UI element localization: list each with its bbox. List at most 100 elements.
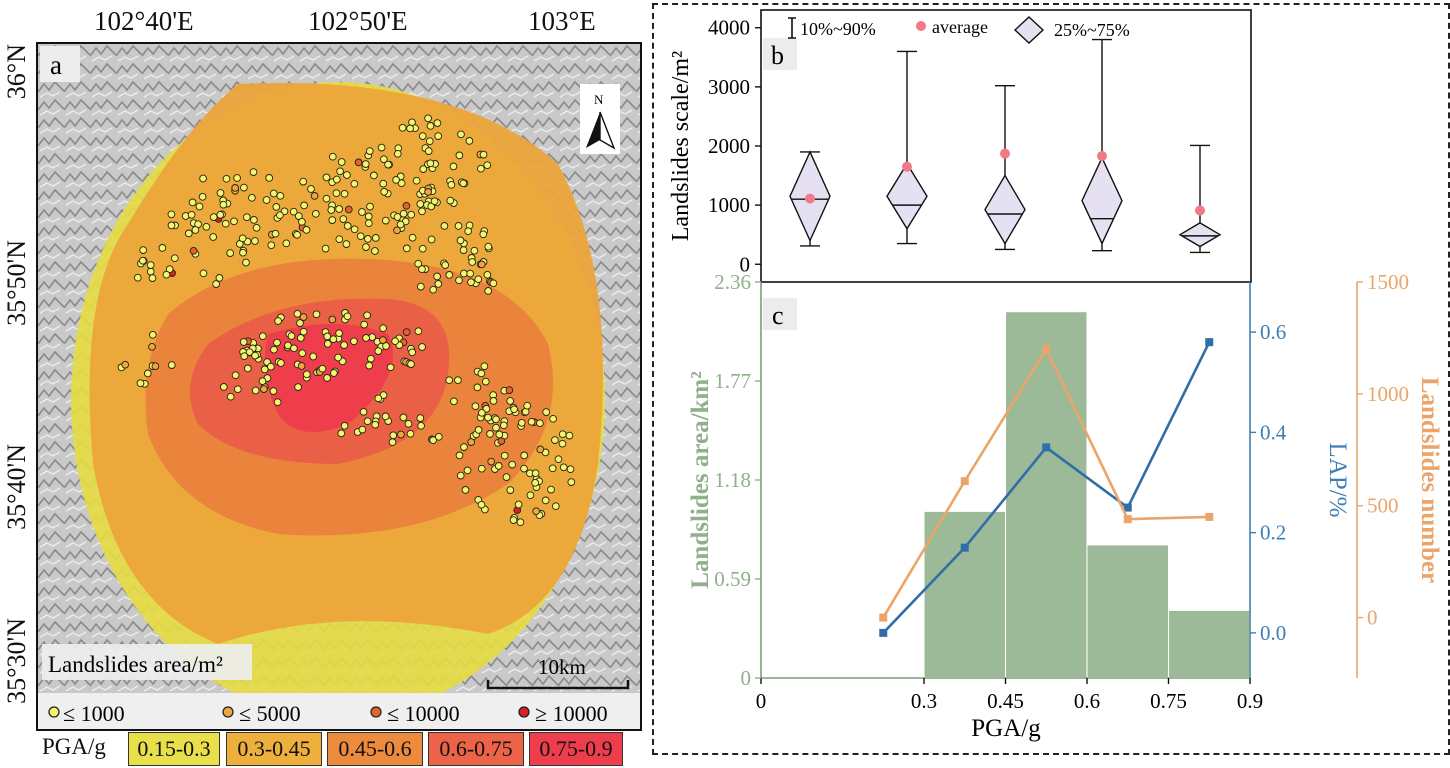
landslide-point [328,152,337,161]
landslide-point [287,332,296,340]
iqr-diamond [1178,222,1222,248]
area-legend-title: Landslides area/m² [48,652,223,677]
landslide-point [350,179,359,188]
landslide-point [477,464,486,473]
mean-dot [902,161,912,172]
landslide-point [362,334,370,342]
landslide-point [289,207,298,216]
landslide-point [167,361,176,369]
boxplot-marks [789,38,1222,254]
landslide-point [463,466,472,475]
landslide-point [191,226,200,234]
landslide-point [541,496,550,505]
landslide-point [242,213,251,222]
landslide-point [322,173,331,182]
area-tick-label: 0.59 [714,567,751,591]
landslide-point [460,269,468,278]
landslide-point [143,369,152,378]
landslide-point [296,334,305,342]
landslide-point [374,347,383,355]
landslide-point [350,225,359,234]
legend-label: ≤ 5000 [239,701,301,726]
lon-tick: 102°40'E [94,6,194,36]
landslide-point [510,405,518,414]
landslide-point [184,229,193,238]
landslide-point [260,385,268,393]
landslide-point [359,407,368,416]
landslide-point [323,374,331,382]
landslide-point [396,220,405,229]
landslide-point [371,420,380,429]
landslide-point [379,155,388,164]
landslide-point [363,417,372,426]
x-tick-label: 0.45 [987,689,1024,713]
landslide-point [274,317,282,325]
landslide-point [379,324,387,333]
landslide-point [363,311,371,320]
number-tick-label: 1500 [1367,270,1409,294]
number-tick-label: 500 [1367,494,1399,518]
x-tick-label: 0.6 [1074,689,1100,713]
lap-tick-label: 0.2 [1260,521,1286,545]
lap-point [879,628,888,637]
area-tick-label: 1.77 [714,369,751,393]
x-tick-label: 0.75 [1150,689,1187,713]
lat-tick: 35°30'N [2,618,31,704]
number-point [1123,515,1132,524]
legend-label: ≤ 10000 [387,701,460,726]
landslide-point [404,419,413,428]
landslide-point [384,160,392,169]
landslide-point [250,216,258,224]
landslide-point [506,486,515,494]
mean-dot [1195,205,1205,216]
landslide-point [456,236,465,245]
landslide-point [549,414,557,423]
pga-landslide-map: a N Landslides area/m² 10km ≤ 1000 ≤ 500… [36,42,642,731]
landslide-point [516,518,525,527]
landslide-point [364,212,373,221]
mean-dot [1000,148,1010,159]
landslide-point [566,465,575,474]
landslide-point [407,360,415,368]
landslide-point [531,469,540,478]
area-legend: ≤ 1000 ≤ 5000 ≤ 10000 ≥ 10000 [48,701,608,726]
landslide-point [344,205,353,214]
landslide-point [464,227,473,236]
map-canvas: a N Landslides area/m² 10km ≤ 1000 ≤ 500… [38,44,640,729]
lap-point [1042,443,1051,452]
landslide-point [468,258,477,266]
landslide-point [547,485,555,494]
landslide-point [311,209,320,218]
landslide-point [148,342,156,351]
landslide-point [418,244,427,253]
landslide-point [167,210,176,219]
landslide-point [231,371,240,380]
landslide-point [148,274,157,282]
landslide-point [477,260,486,269]
landslide-point [414,259,423,268]
landslide-point [461,486,470,494]
area-bar [1169,610,1250,678]
landslide-point [328,315,337,324]
landslide-point [408,233,417,242]
landslide-point [215,274,224,282]
number-point [879,613,888,622]
landslide-point [151,362,160,371]
landslide-point [433,119,442,127]
landslide-point [465,137,474,145]
landslide-point [199,174,207,183]
landslide-point [273,338,281,347]
lap-axis-label: LAP/% [1324,443,1351,518]
landslide-point [328,216,337,224]
number-axis-label: Landslides number [1416,377,1443,583]
boxplot-ytick-label: 4000 [708,16,750,40]
lat-tick: 36°N [2,44,31,100]
landslide-point [335,235,344,244]
area-legend-strip [38,693,640,729]
legend-dot-small [48,706,60,718]
landslide-point [514,500,523,509]
number-tick-label: 0 [1367,606,1378,630]
landslide-point [367,354,375,363]
whisker-legend-icon [788,17,796,39]
area-tick-label: 0 [741,666,752,690]
